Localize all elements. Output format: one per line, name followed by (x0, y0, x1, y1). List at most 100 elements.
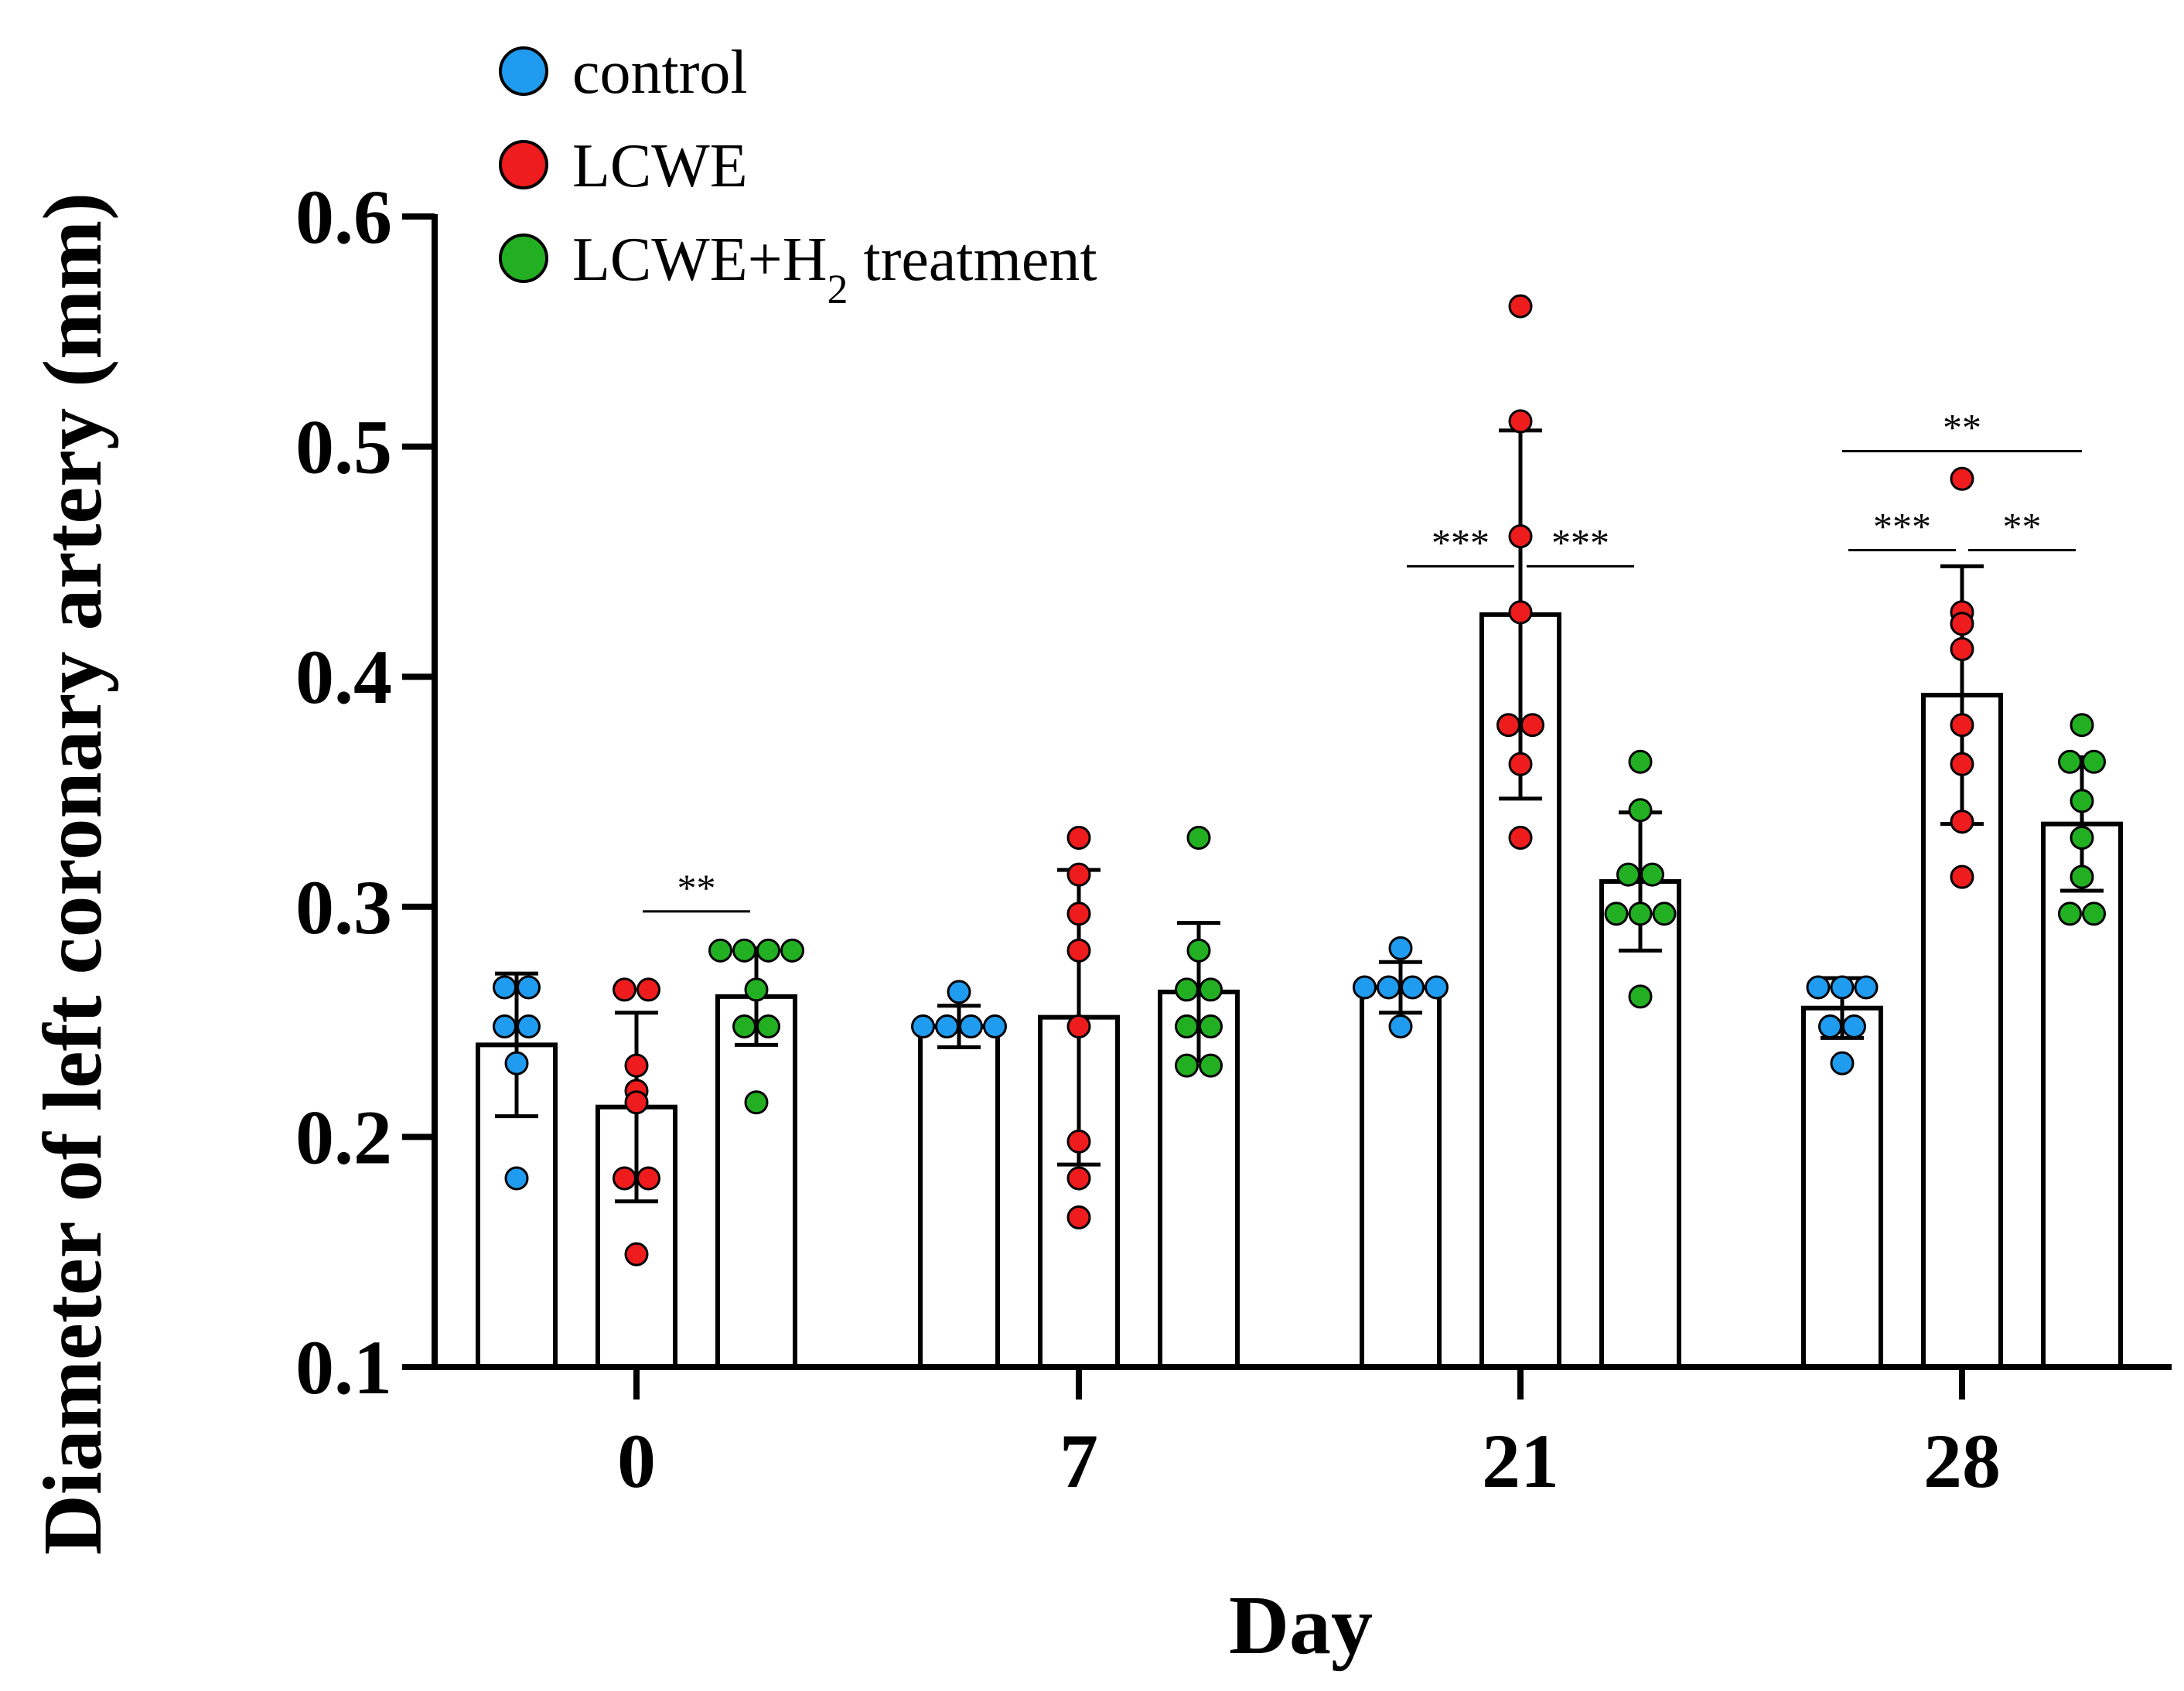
legend-label-1: LCWE (572, 132, 748, 200)
data-point-1-2 (1508, 524, 1533, 549)
data-point-2-0 (732, 1014, 756, 1039)
data-point-1-2 (1508, 826, 1533, 851)
data-point-0-3 (1806, 975, 1831, 1000)
data-point-2-1 (1199, 1014, 1223, 1039)
data-point-2-2 (1628, 984, 1653, 1009)
data-point-2-1 (1175, 1014, 1199, 1039)
data-point-0-1 (947, 980, 971, 1004)
y-tick-label-1: 0.2 (295, 1094, 392, 1180)
data-point-0-2 (1401, 975, 1425, 1000)
data-point-2-2 (1628, 798, 1653, 823)
data-point-2-2 (1604, 902, 1629, 926)
data-point-1-3 (1950, 466, 1974, 491)
data-point-1-0 (613, 977, 636, 1002)
y-tick-label-2: 0.3 (295, 864, 392, 950)
x-tick-label-0: 0 (617, 1418, 656, 1504)
data-point-2-0 (756, 938, 780, 963)
data-point-1-1 (1066, 826, 1091, 851)
legend: control LCWE LCWE+H2 treatment (499, 39, 1097, 312)
data-point-1-1 (1066, 938, 1091, 963)
data-point-0-2 (1388, 936, 1413, 960)
y-tick-label-5: 0.6 (295, 174, 392, 260)
x-tick-label-2: 21 (1482, 1418, 1559, 1504)
data-point-0-1 (959, 1014, 983, 1039)
legend-swatch-1 (499, 140, 548, 189)
data-point-2-1 (1175, 1053, 1199, 1078)
y-tick-label-4: 0.5 (295, 404, 392, 490)
data-point-1-3 (1950, 636, 1974, 661)
data-point-0-3 (1842, 1014, 1866, 1039)
x-tick-label-1: 7 (1060, 1418, 1098, 1504)
data-point-2-3 (2070, 713, 2094, 738)
data-point-2-3 (2070, 864, 2094, 889)
data-point-1-1 (1066, 1205, 1091, 1230)
data-point-0-1 (983, 1014, 1007, 1039)
bar-2-0 (715, 994, 797, 1369)
data-point-2-0 (744, 1090, 769, 1115)
data-point-2-0 (780, 938, 804, 963)
bar-2-2 (1599, 879, 1681, 1369)
data-point-1-1 (1066, 1014, 1091, 1039)
data-point-0-3 (1854, 975, 1879, 1000)
data-point-1-0 (624, 1053, 649, 1078)
significance-label-3: *** (1873, 505, 1931, 548)
axes-layer (432, 214, 2172, 1370)
y-tick-label-0: 0.1 (295, 1325, 392, 1410)
data-point-2-2 (1628, 749, 1653, 774)
x-axis-title: Day (1229, 1580, 1373, 1672)
data-point-1-2 (1508, 752, 1533, 776)
data-point-1-3 (1950, 864, 1974, 889)
significance-label-0: ** (677, 866, 716, 909)
data-point-2-0 (756, 1014, 780, 1039)
bar-0-2 (1360, 984, 1442, 1369)
data-point-1-2 (1508, 409, 1533, 434)
data-point-1-3 (1950, 612, 1974, 636)
data-point-2-1 (1199, 977, 1223, 1002)
legend-swatch-2 (499, 234, 548, 283)
data-point-0-2 (1388, 1014, 1413, 1039)
data-point-2-1 (1186, 826, 1211, 851)
data-point-2-0 (708, 938, 732, 963)
data-point-0-1 (935, 1014, 959, 1039)
data-point-2-2 (1628, 902, 1653, 926)
data-point-1-1 (1066, 1129, 1091, 1154)
data-point-1-0 (636, 977, 660, 1002)
data-point-0-3 (1818, 1014, 1842, 1039)
data-point-2-0 (732, 938, 756, 963)
ticks-layer: 0.1 0.2 0.3 0.4 0.5 0.6 0 7 21 28 (295, 174, 2001, 1504)
data-point-1-3 (1950, 713, 1974, 738)
data-point-0-2 (1425, 975, 1449, 1000)
data-point-2-1 (1199, 1053, 1223, 1078)
data-point-2-1 (1186, 938, 1211, 963)
data-point-1-2 (1508, 294, 1533, 319)
data-point-2-1 (1175, 977, 1199, 1002)
data-point-2-3 (2082, 749, 2106, 774)
data-point-0-0 (517, 1014, 541, 1039)
data-point-2-0 (744, 977, 769, 1002)
bar-0-3 (1801, 1005, 1883, 1370)
data-point-2-3 (2058, 902, 2082, 926)
data-point-0-0 (517, 975, 541, 1000)
data-point-2-2 (1640, 862, 1664, 887)
data-points-layer (493, 294, 2106, 1267)
data-point-0-0 (504, 1166, 529, 1191)
data-point-1-3 (1950, 810, 1974, 834)
data-point-0-2 (1353, 975, 1377, 1000)
data-point-0-3 (1830, 1051, 1855, 1076)
data-point-1-2 (1496, 713, 1520, 738)
legend-label-0: control (572, 39, 748, 107)
data-point-0-2 (1377, 975, 1401, 1000)
data-point-2-2 (1616, 862, 1640, 887)
y-tick-label-3: 0.4 (295, 634, 392, 720)
data-point-0-1 (911, 1014, 935, 1039)
data-point-0-0 (493, 1014, 517, 1039)
legend-swatch-0 (499, 46, 548, 96)
data-point-2-3 (2070, 789, 2094, 813)
data-point-1-2 (1508, 600, 1533, 625)
significance-label-1: *** (1432, 520, 1490, 564)
data-point-0-0 (504, 1051, 529, 1076)
data-point-1-0 (636, 1166, 660, 1191)
significance-label-2: *** (1551, 520, 1609, 564)
data-point-1-0 (624, 1242, 649, 1267)
data-point-2-3 (2070, 826, 2094, 851)
